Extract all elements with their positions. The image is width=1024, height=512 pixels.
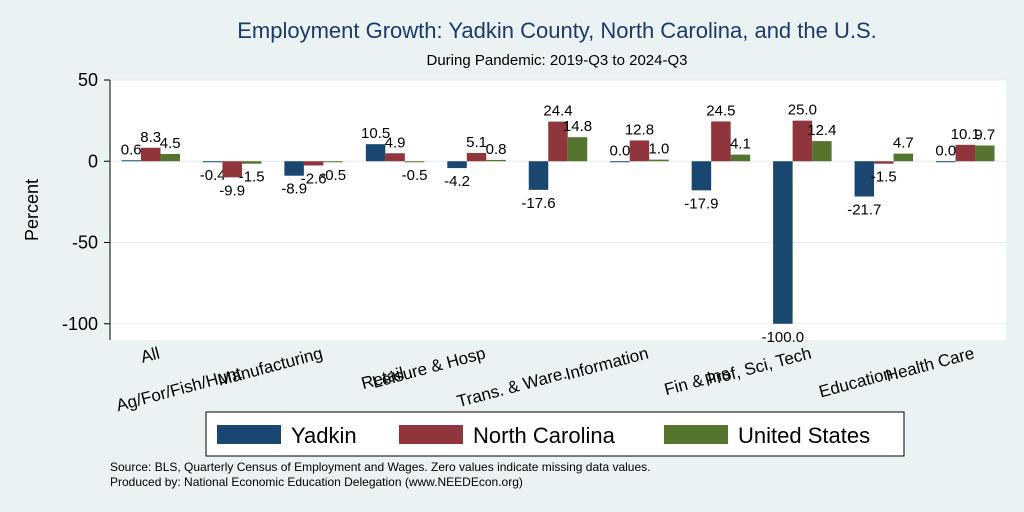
chart-title: Employment Growth: Yadkin County, North … bbox=[237, 18, 877, 43]
bar bbox=[466, 152, 487, 162]
data-label: 8.3 bbox=[140, 129, 161, 146]
bar bbox=[691, 161, 712, 191]
source-note: Source: BLS, Quarterly Census of Employm… bbox=[110, 460, 650, 490]
data-label: 24.4 bbox=[543, 103, 572, 120]
data-label: -8.9 bbox=[281, 181, 307, 198]
data-label: 12.4 bbox=[807, 122, 836, 139]
data-label: 24.5 bbox=[706, 102, 735, 119]
data-label: 14.8 bbox=[563, 118, 592, 135]
data-label: -17.6 bbox=[521, 195, 555, 212]
data-label: 0.0 bbox=[935, 142, 956, 159]
x-category-label: Manufacturing bbox=[216, 344, 325, 390]
bar bbox=[486, 159, 506, 162]
bar bbox=[854, 161, 875, 197]
data-label: 4.9 bbox=[385, 134, 406, 151]
data-label: -4.2 bbox=[444, 173, 470, 190]
bar bbox=[548, 121, 568, 162]
y-tick-label: -100 bbox=[62, 314, 98, 334]
x-category-label: Education bbox=[817, 364, 895, 402]
x-category-label: Prof, Sci, Tech bbox=[703, 344, 813, 391]
bar bbox=[567, 137, 588, 162]
data-label: 0.0 bbox=[610, 142, 631, 159]
bar bbox=[140, 147, 161, 162]
bar bbox=[160, 153, 180, 162]
bar bbox=[975, 145, 995, 162]
data-label: 9.7 bbox=[974, 126, 995, 143]
y-tick-label: 50 bbox=[78, 70, 98, 90]
bar bbox=[773, 161, 793, 324]
bar bbox=[730, 154, 751, 162]
bar bbox=[874, 161, 894, 164]
bar bbox=[284, 161, 304, 176]
bar bbox=[812, 141, 832, 162]
data-label: -17.9 bbox=[684, 195, 718, 212]
bar bbox=[404, 161, 425, 163]
data-label: 4.5 bbox=[160, 135, 181, 152]
legend-swatch bbox=[664, 425, 728, 444]
bar bbox=[202, 161, 223, 163]
bar bbox=[385, 153, 405, 162]
data-label: -100.0 bbox=[762, 329, 805, 346]
bar bbox=[649, 159, 669, 162]
x-category-label: Health Care bbox=[884, 344, 977, 386]
bar bbox=[955, 144, 976, 162]
legend-swatch bbox=[399, 425, 463, 444]
bar bbox=[323, 161, 343, 163]
bar bbox=[629, 140, 650, 162]
y-tick-label: 0 bbox=[88, 151, 98, 171]
legend-label: United States bbox=[738, 423, 870, 448]
chart: 50 0 -50 -100 Percent 0.6 -0.4 -8.9 10.5 -4.2 -17.… bbox=[22, 70, 1006, 457]
producer-line: Produced by: National Economic Education… bbox=[110, 475, 523, 489]
bar bbox=[610, 161, 630, 163]
x-category-label: All bbox=[139, 344, 162, 367]
bar bbox=[222, 161, 242, 178]
bar bbox=[447, 161, 467, 169]
legend-label: Yadkin bbox=[291, 423, 357, 448]
data-label: 4.1 bbox=[730, 136, 751, 153]
legend-label: North Carolina bbox=[473, 423, 616, 448]
data-label: 4.7 bbox=[893, 135, 914, 152]
data-label: -2.6 bbox=[301, 170, 327, 187]
data-label: -21.7 bbox=[847, 202, 881, 219]
legend-box bbox=[205, 411, 905, 457]
bar bbox=[711, 121, 731, 162]
bar bbox=[365, 144, 386, 162]
x-category-label: Information bbox=[563, 344, 650, 384]
data-label: 0.8 bbox=[486, 141, 507, 158]
bar bbox=[792, 120, 813, 162]
data-label: 25.0 bbox=[788, 102, 817, 119]
bar bbox=[936, 161, 956, 163]
bar bbox=[121, 160, 141, 162]
data-label: -1.5 bbox=[239, 169, 265, 186]
source-line: Source: BLS, Quarterly Census of Employm… bbox=[110, 460, 651, 474]
legend-swatch bbox=[217, 425, 281, 444]
data-label: -9.9 bbox=[219, 182, 245, 199]
x-category-label: Trans. & Ware. bbox=[455, 364, 569, 412]
chart-subtitle: During Pandemic: 2019-Q3 to 2024-Q3 bbox=[426, 52, 688, 69]
data-label: -0.5 bbox=[320, 167, 346, 184]
y-tick-label: -50 bbox=[72, 233, 98, 253]
data-label: 12.8 bbox=[625, 121, 654, 138]
data-label: 1.0 bbox=[649, 141, 670, 158]
bar bbox=[303, 161, 324, 166]
data-label: 10.5 bbox=[361, 125, 390, 142]
data-label: 10.1 bbox=[951, 126, 980, 143]
y-axis-title: Percent bbox=[22, 179, 42, 241]
bar bbox=[893, 153, 914, 162]
data-label: 0.6 bbox=[121, 141, 142, 158]
data-label: 5.1 bbox=[466, 134, 487, 151]
bar bbox=[241, 161, 262, 164]
bar bbox=[528, 161, 549, 190]
data-label: -0.4 bbox=[200, 167, 226, 184]
data-label: -1.5 bbox=[871, 169, 897, 186]
data-label: -0.5 bbox=[402, 167, 428, 184]
